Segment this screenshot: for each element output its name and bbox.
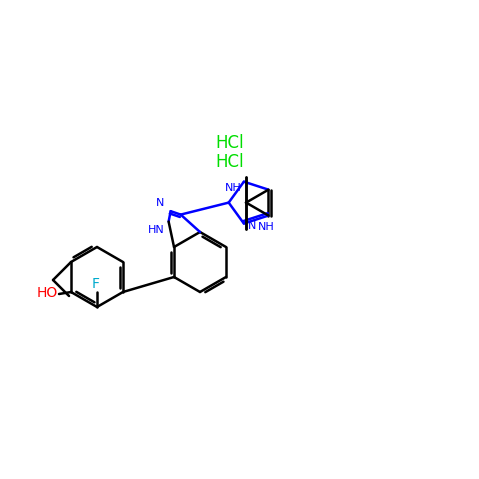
Text: HCl: HCl xyxy=(216,153,244,171)
Text: N: N xyxy=(248,220,256,230)
Text: F: F xyxy=(92,277,100,291)
Text: N: N xyxy=(156,198,165,208)
Text: NH: NH xyxy=(258,221,275,231)
Text: HN: HN xyxy=(148,225,165,235)
Text: NH: NH xyxy=(225,182,242,193)
Text: HCl: HCl xyxy=(216,134,244,152)
Text: HO: HO xyxy=(36,286,57,300)
